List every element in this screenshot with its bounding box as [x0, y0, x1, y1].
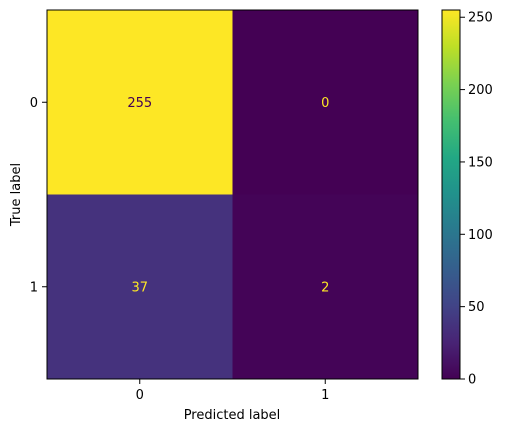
colorbar-tick-label-0: 0 [468, 373, 476, 388]
cell-value-1-1: 2 [321, 280, 329, 295]
colorbar-tick-label-5: 250 [468, 11, 493, 26]
heatmap-cell-1-0 [47, 194, 233, 379]
heatmap-cell-0-1 [232, 10, 418, 195]
cell-value-labels: 255 0 37 2 [127, 96, 329, 296]
cell-value-1-0: 37 [131, 280, 148, 295]
y-tick-label-0: 0 [30, 96, 38, 111]
colorbar-tick-label-3: 150 [468, 155, 493, 170]
y-tick-label-1: 1 [30, 280, 38, 295]
heatmap-cell-1-1 [232, 194, 418, 379]
colorbar [441, 9, 461, 380]
x-axis-label: Predicted label [184, 408, 281, 423]
colorbar-tick-label-1: 50 [468, 300, 485, 315]
colorbar-ticks: 0 50 100 150 200 250 [460, 11, 493, 388]
x-tick-label-0: 0 [136, 388, 144, 403]
cell-value-0-0: 255 [127, 96, 152, 111]
colorbar-tick-label-4: 200 [468, 83, 493, 98]
x-tick-label-1: 1 [321, 388, 329, 403]
cell-value-0-1: 0 [321, 96, 329, 111]
heatmap-cell-0-0 [47, 10, 233, 195]
y-axis-ticks: 01 [30, 96, 47, 295]
colorbar-tick-label-2: 100 [468, 228, 493, 243]
y-axis-label: True label [9, 163, 24, 227]
heatmap-cells [47, 10, 418, 379]
plot-frame [46, 9, 419, 380]
